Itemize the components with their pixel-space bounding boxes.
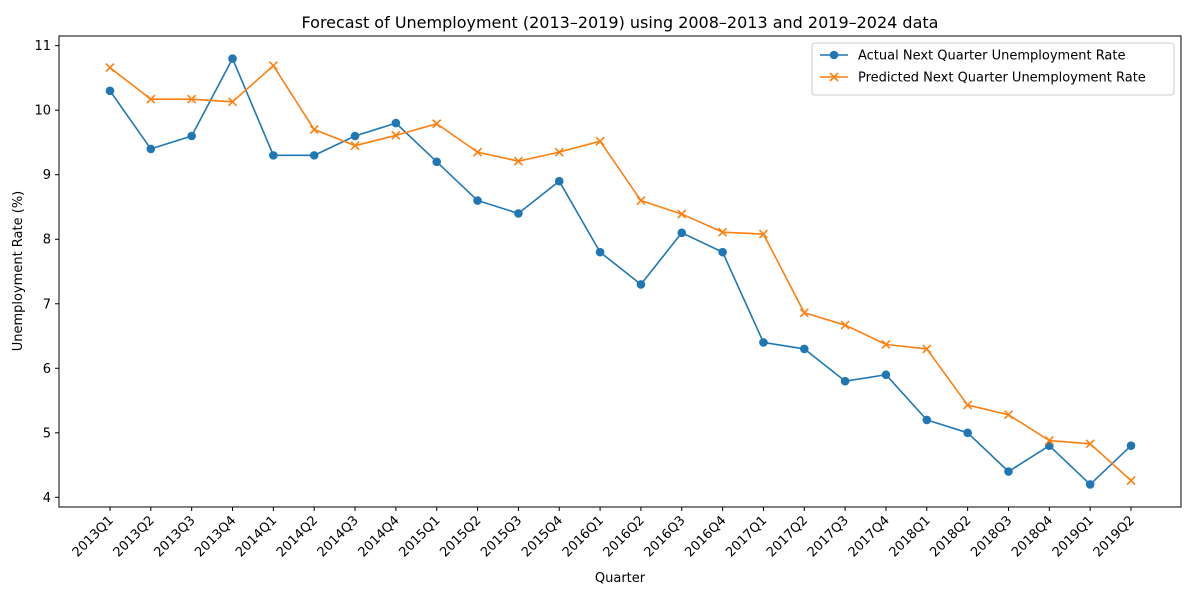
series-2-point — [881, 339, 891, 349]
y-tick-label: 8 — [43, 233, 51, 248]
series-1-point — [840, 376, 850, 386]
series-1-point — [146, 144, 156, 154]
x-tick-label: 2018Q1 — [887, 513, 934, 560]
x-tick-label: 2014Q1 — [233, 513, 280, 560]
x-tick-label: 2017Q4 — [846, 513, 893, 560]
x-tick-label: 2016Q4 — [682, 513, 729, 560]
x-tick-label: 2018Q3 — [968, 513, 1015, 560]
series-2-point — [187, 94, 197, 104]
y-tick-label: 9 — [43, 168, 51, 183]
series-1-point — [391, 118, 401, 128]
series-2-point — [472, 147, 483, 157]
x-tick-label: 2016Q3 — [641, 513, 688, 560]
series-1-point — [963, 428, 972, 438]
series-1-point — [514, 209, 523, 218]
series-line-1 — [109, 57, 1132, 486]
axes-frame — [58, 35, 1182, 508]
series-2-point — [105, 63, 115, 73]
y-tick-label: 10 — [34, 104, 51, 119]
series-1-point — [677, 228, 687, 238]
series-1-point — [799, 344, 809, 354]
series-1-point — [1004, 467, 1013, 476]
series-2-point — [432, 119, 442, 129]
legend-box — [811, 42, 1175, 96]
series-1-point — [105, 86, 115, 96]
x-tick-label: 2014Q2 — [274, 513, 321, 560]
series-1-point — [473, 196, 482, 205]
series-2-point — [268, 61, 278, 71]
x-tick-label: 2015Q2 — [437, 513, 484, 560]
y-tick-label: 5 — [43, 426, 51, 441]
x-tick-label: 2018Q2 — [927, 513, 974, 560]
y-tick-label: 7 — [43, 297, 51, 312]
series-2-point — [1085, 439, 1095, 449]
series-2-point — [922, 344, 932, 354]
series-2-point — [636, 195, 646, 206]
series-1-point — [1126, 441, 1136, 451]
x-axis-label: Quarter — [595, 571, 646, 586]
x-tick-label: 2014Q3 — [315, 513, 362, 560]
series-1-point — [228, 54, 237, 63]
series-2-point — [1003, 410, 1014, 420]
x-tick-label: 2019Q1 — [1050, 513, 1097, 560]
x-tick-label: 2019Q2 — [1091, 513, 1138, 560]
x-tick-label: 2013Q1 — [70, 513, 117, 560]
series-1-point — [1085, 480, 1095, 489]
y-axis-label: Unemployment Rate (%) — [11, 191, 26, 352]
y-tick-label: 4 — [43, 491, 51, 506]
series-2-point — [1044, 435, 1054, 446]
series-1-point — [636, 280, 646, 289]
series-1-point — [269, 151, 278, 160]
x-tick-label: 2016Q1 — [560, 513, 607, 560]
x-tick-label: 2015Q3 — [478, 513, 525, 560]
x-tick-label: 2017Q2 — [764, 513, 811, 560]
x-tick-label: 2014Q4 — [356, 513, 403, 560]
x-tick-label: 2013Q4 — [192, 513, 239, 560]
series-2-point — [391, 130, 401, 140]
series-2-point — [758, 229, 769, 239]
x-tick-label: 2017Q3 — [805, 513, 852, 560]
series-2-point — [963, 400, 973, 410]
series-1-point — [595, 247, 605, 257]
x-tick-label: 2013Q2 — [111, 513, 158, 560]
x-tick-label: 2015Q4 — [519, 513, 566, 560]
legend-label: Predicted Next Quarter Unemployment Rate — [858, 71, 1146, 86]
x-tick-label: 2018Q4 — [1009, 513, 1056, 560]
series-1-point — [309, 151, 319, 160]
x-tick-label: 2016Q2 — [601, 513, 648, 560]
y-tick-label: 6 — [43, 362, 51, 377]
series-1-point — [187, 131, 196, 141]
legend-label: Actual Next Quarter Unemployment Rate — [858, 49, 1126, 64]
series-2-point — [146, 94, 156, 104]
series-1-point — [922, 415, 932, 425]
series-1-point — [718, 247, 727, 257]
series-1-point — [881, 370, 891, 380]
y-tick-label: 11 — [34, 39, 51, 54]
series-1-point — [432, 157, 442, 167]
legend-marker — [829, 72, 839, 82]
series-2-point — [595, 136, 605, 146]
x-tick-label: 2015Q1 — [396, 513, 443, 560]
series-2-point — [840, 320, 850, 330]
series-line-2 — [109, 64, 1132, 482]
series-2-point — [718, 227, 728, 237]
series-2-point — [350, 141, 360, 151]
x-tick-label: 2017Q1 — [723, 513, 770, 560]
series-2-point — [554, 147, 564, 157]
series-1-point — [759, 338, 768, 347]
series-2-point — [309, 124, 319, 135]
plot-area: 4 5 6 7 8 9 10 11 2013Q12013Q22013Q32013Q42014Q1… — [34, 35, 1182, 560]
series-2-point — [227, 97, 238, 107]
chart-title: Forecast of Unemployment (2013–2019) usi… — [302, 13, 939, 32]
x-tick-label: 2013Q3 — [151, 513, 198, 560]
series-2-point — [677, 209, 687, 219]
series-1-point — [350, 131, 360, 141]
series-1-point — [554, 176, 564, 186]
series-2-point — [513, 156, 523, 166]
series-2-point — [1126, 475, 1136, 486]
legend: Actual Next Quarter Unemployment Rate Pre… — [811, 42, 1175, 96]
series-2-point — [799, 308, 809, 318]
legend-marker — [829, 50, 839, 60]
